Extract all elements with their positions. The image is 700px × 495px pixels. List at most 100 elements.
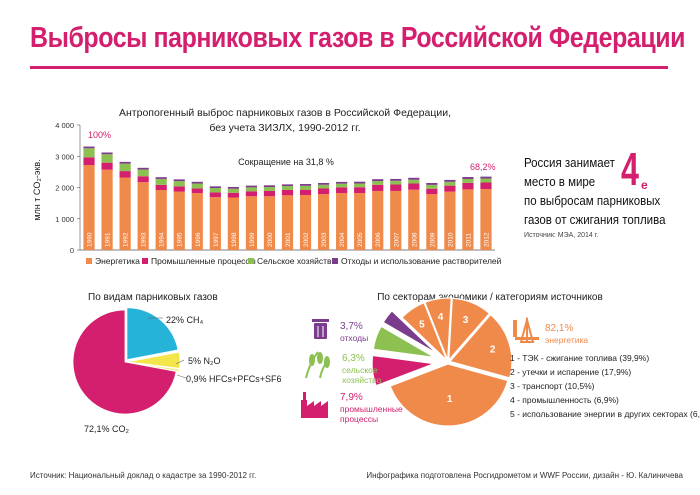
x-tick-label: 1999 bbox=[249, 232, 256, 247]
bar-segment-4 bbox=[354, 181, 366, 184]
sector-slice-agriculture bbox=[372, 325, 436, 359]
bar-segment-3 bbox=[227, 188, 239, 193]
sector-slice-5 bbox=[401, 301, 448, 361]
y-tick-label: 1 000 bbox=[55, 215, 74, 224]
bar-segment-2 bbox=[444, 185, 456, 192]
bar-segment-2 bbox=[408, 183, 420, 190]
bar-segment-4 bbox=[317, 183, 330, 185]
bar-segment-3 bbox=[191, 183, 203, 189]
y-tick-label: 2 000 bbox=[55, 184, 74, 193]
bar-segment-1 bbox=[173, 191, 185, 250]
bar-segment-2 bbox=[317, 188, 330, 195]
agri-label-1: сельское bbox=[342, 365, 378, 375]
bar-segment-1 bbox=[408, 189, 420, 250]
bar-segment-3 bbox=[137, 169, 149, 177]
x-tick-labels: 1990 1991 1992 1993 1994 1995 1996 1997 1998 1999… bbox=[87, 232, 491, 247]
bar-segment-2 bbox=[155, 184, 167, 190]
bar-segment-4 bbox=[191, 181, 203, 184]
bar-segment-2 bbox=[173, 186, 185, 192]
bar-segment-1 bbox=[281, 195, 294, 250]
x-tick-label: 2010 bbox=[447, 232, 454, 247]
bar-segment-4 bbox=[155, 177, 167, 179]
sector-slice-3 bbox=[448, 297, 491, 362]
bar-series bbox=[83, 146, 492, 250]
sector-pie: 4 3 2 1 5 bbox=[371, 297, 513, 427]
energy-label: энергетика bbox=[545, 335, 588, 345]
russia-source: Источник: МЭА, 2014 г. bbox=[524, 232, 599, 239]
annotation-end: 68,2% bbox=[470, 162, 496, 172]
x-tick-label: 1993 bbox=[141, 232, 148, 247]
x-tick-label: 2011 bbox=[465, 233, 472, 247]
sector-slice-label: 3 bbox=[463, 315, 469, 326]
gas-label-ch4: 22% CH₄ bbox=[166, 315, 204, 325]
bar-segment-1 bbox=[426, 194, 438, 250]
x-tick-label: 2005 bbox=[357, 232, 364, 247]
bar-segment-1 bbox=[137, 182, 149, 250]
bar-segment-2 bbox=[372, 184, 384, 191]
bar-segment-3 bbox=[408, 179, 420, 184]
bar-segment-2 bbox=[390, 184, 402, 191]
x-tick-label: 2000 bbox=[267, 232, 274, 247]
sector-slice-4 bbox=[424, 297, 452, 361]
x-tick-label: 1995 bbox=[177, 232, 184, 247]
legend-swatch-agriculture bbox=[248, 258, 254, 264]
bar-segment-4 bbox=[408, 177, 420, 180]
x-tick-label: 2007 bbox=[393, 232, 400, 247]
bar-chart-title-1: Антропогенный выброс парниковых газов в … bbox=[119, 107, 451, 119]
bar-segment-3 bbox=[317, 184, 330, 189]
gas-slice-co2 bbox=[72, 309, 177, 415]
energy-item-3: 3 - транспорт (10,5%) bbox=[510, 381, 595, 391]
russia-line-3: по выбросам парниковых bbox=[524, 194, 661, 208]
bar-segment-1 bbox=[462, 189, 474, 250]
x-tick-label: 1991 bbox=[105, 232, 112, 247]
x-tick-label: 1990 bbox=[87, 232, 94, 247]
bar-segment-1 bbox=[191, 193, 203, 250]
legend-swatch-industry bbox=[142, 258, 148, 264]
bar-segment-2 bbox=[354, 187, 366, 194]
bar-segment-3 bbox=[209, 188, 221, 193]
bar-segment-4 bbox=[480, 176, 492, 179]
energy-item-1: 1 - ТЭК - сжигание топлива (39,9%) bbox=[510, 353, 649, 363]
bar-legend: Энергетика Промышленные процессы Сельско… bbox=[86, 256, 502, 266]
bar-segment-4 bbox=[390, 178, 402, 181]
bar-segment-2 bbox=[281, 190, 294, 196]
y-tick-label: 4 000 bbox=[55, 121, 74, 130]
n2o-leader bbox=[175, 359, 185, 365]
x-tick-label: 1996 bbox=[195, 232, 202, 247]
russia-line-4: газов от сжигания топлива bbox=[524, 213, 666, 227]
wheat-icon bbox=[305, 351, 330, 379]
bar-segment-4 bbox=[426, 183, 438, 185]
bar-segment-4 bbox=[137, 167, 149, 170]
rank-number: 4 bbox=[621, 143, 639, 195]
annotation-start: 100% bbox=[88, 130, 111, 140]
bar-segment-3 bbox=[354, 183, 366, 188]
gas-slice-n2o bbox=[127, 351, 181, 369]
bar-segment-3 bbox=[299, 185, 312, 190]
bar-segment-3 bbox=[462, 178, 474, 183]
x-tick-label: 1998 bbox=[231, 232, 238, 247]
bar-segment-1 bbox=[83, 165, 95, 250]
bar-segment-2 bbox=[209, 192, 221, 198]
sector-slice-label: 2 bbox=[490, 345, 496, 356]
bar-segment-3 bbox=[263, 187, 276, 191]
bar-segment-3 bbox=[173, 181, 185, 187]
x-tick-label: 2008 bbox=[411, 232, 418, 247]
trash-icon bbox=[312, 319, 329, 339]
waste-pct: 3,7% bbox=[340, 321, 363, 332]
bar-segment-1 bbox=[299, 195, 312, 250]
x-tick-label: 2003 bbox=[321, 232, 328, 247]
bar-segment-2 bbox=[227, 192, 239, 198]
sector-slice-waste bbox=[382, 310, 438, 355]
bar-segment-1 bbox=[444, 191, 456, 250]
bar-segment-2 bbox=[137, 176, 149, 183]
sector-slice-industry bbox=[371, 354, 435, 387]
bar-segment-2 bbox=[336, 187, 348, 194]
x-tick-label: 1997 bbox=[213, 232, 220, 247]
x-tick-label: 2006 bbox=[375, 232, 382, 247]
bar-chart-title-2: без учета ЗИЗЛХ, 1990-2012 гг. bbox=[209, 122, 360, 134]
bar-segment-2 bbox=[462, 182, 474, 190]
industry-label-2: процессы bbox=[340, 414, 378, 424]
legend-agriculture: Сельское хозяйство bbox=[257, 256, 336, 266]
factory-icon bbox=[301, 392, 328, 418]
